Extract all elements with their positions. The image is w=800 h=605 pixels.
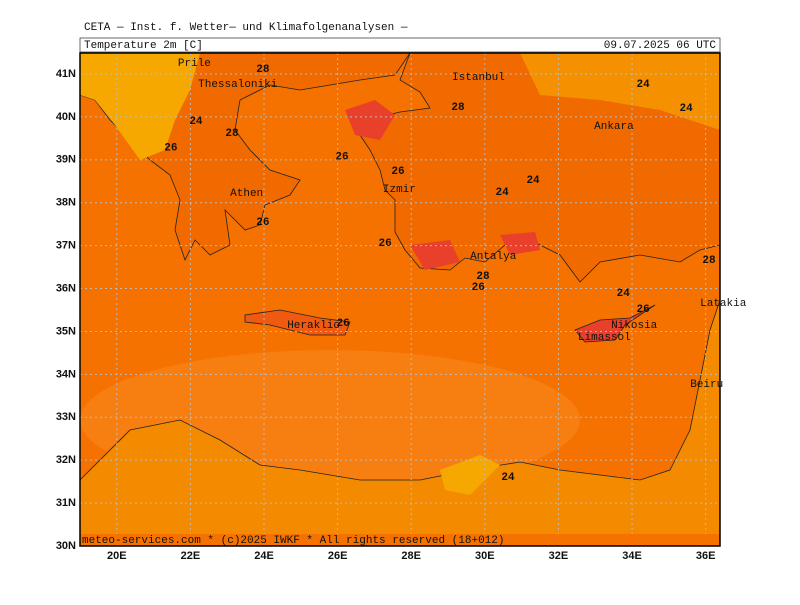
contour-label: 26 [337, 318, 350, 330]
city-label: Heraklio [287, 320, 340, 332]
contour-label: 28 [476, 271, 490, 283]
city-label: Istanbul [452, 72, 505, 84]
city-label: Nikosia [611, 320, 658, 332]
lon-tick-label: 26E [328, 550, 348, 562]
lat-tick-label: 33N [56, 411, 76, 423]
labels: Prile Thessaloniki Athen Izmir Istanbul Ankar… [164, 58, 746, 484]
contour-label: 26 [636, 304, 649, 316]
contour-label: 26 [391, 166, 404, 178]
city-label: Limassol [578, 332, 631, 344]
contour-label: 26 [378, 238, 391, 250]
city-label: Izmir [383, 184, 416, 196]
lat-tick-label: 40N [56, 111, 76, 123]
cyprus [574, 304, 656, 343]
hot-patches [345, 100, 540, 270]
map-area: Prile Thessaloniki Athen Izmir Istanbul Ankar… [79, 52, 747, 547]
lat-tick-label: 30N [56, 540, 76, 552]
lon-tick-label: 28E [401, 550, 421, 562]
contour-label: 24 [526, 175, 540, 187]
city-label: Latakia [700, 298, 747, 310]
city-label: Athen [230, 188, 263, 200]
contour-label: 24 [680, 103, 694, 115]
contour-label: 26 [472, 282, 485, 294]
lat-tick-label: 39N [56, 154, 76, 166]
field-label: Temperature 2m [C] [84, 40, 203, 52]
lat-tick-label: 37N [56, 240, 76, 252]
lon-tick-label: 24E [254, 550, 274, 562]
contour-label: 24 [189, 116, 203, 128]
crete [244, 309, 351, 336]
contour-label: 26 [335, 152, 348, 164]
contour-label: 24 [617, 288, 631, 300]
lat-tick-label: 41N [56, 68, 76, 80]
city-label: Antalya [470, 251, 517, 263]
map-frame [79, 52, 721, 547]
contour-label: 26 [256, 217, 269, 229]
lon-tick-label: 30E [475, 550, 495, 562]
contour-label: 24 [501, 472, 515, 484]
lat-tick-label: 35N [56, 325, 76, 337]
city-label: Beiru [690, 379, 723, 391]
contour-label: 24 [636, 79, 650, 91]
city-label: Prile [178, 58, 211, 70]
city-label: Ankara [594, 121, 634, 133]
africa-levant [79, 299, 721, 547]
header-box [79, 37, 721, 53]
lat-tick-label: 38N [56, 197, 76, 209]
footer-band [80, 534, 720, 546]
contour-label: 28 [702, 255, 716, 267]
lat-tick-label: 32N [56, 454, 76, 466]
lon-tick-label: 36E [696, 550, 716, 562]
lon-tick-label: 22E [181, 550, 201, 562]
lon-tick-label: 34E [622, 550, 642, 562]
lon-tick-label: 32E [549, 550, 569, 562]
lat-tick-label: 36N [56, 282, 76, 294]
lat-tick-label: 34N [56, 368, 76, 380]
city-label: Thessaloniki [198, 79, 278, 91]
contour-label: 28 [225, 128, 239, 140]
footer: meteo-services.com * (c)2025 IWKF * All … [82, 535, 504, 547]
contour-label: 26 [164, 143, 177, 155]
valid-time: 09.07.2025 06 UTC [604, 40, 717, 52]
grid [80, 53, 720, 547]
contour-label: 28 [451, 102, 465, 114]
lon-tick-label: 20E [107, 550, 127, 562]
contour-label: 24 [496, 187, 510, 199]
cool-patch-balkans [80, 53, 200, 160]
contour-label: 28 [256, 64, 270, 76]
header-title: CETA — Inst. f. Wetter— und Klimafolgena… [84, 22, 408, 34]
cool-patch-anatolia [520, 53, 720, 130]
lat-tick-label: 31N [56, 497, 76, 509]
